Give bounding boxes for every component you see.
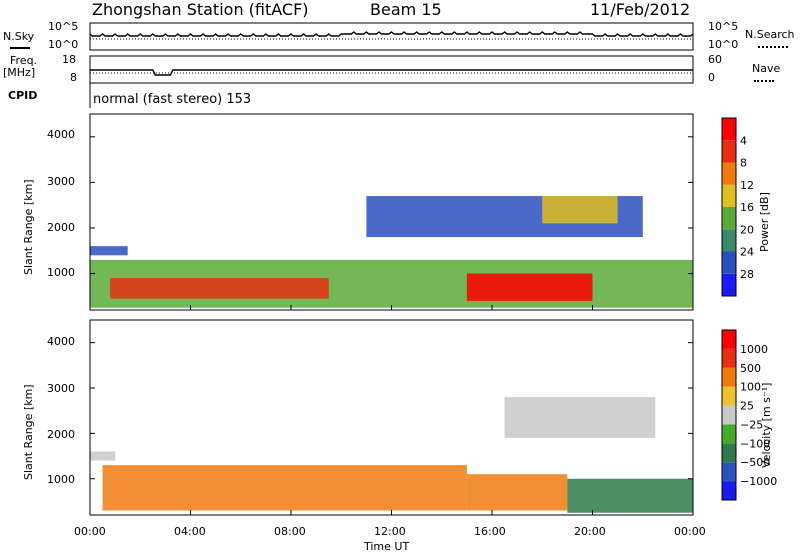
- velocity-colorbar-cell-7: [722, 348, 736, 368]
- velocity-colorbar-cell-5: [722, 386, 736, 406]
- power-colorbar-cell-1: [722, 251, 736, 274]
- nsearch-label: N.Search: [745, 28, 795, 41]
- velocity-ytick-3000: 3000: [47, 382, 75, 395]
- velocity-ytick-4000: 4000: [47, 335, 75, 348]
- nsky-trace: [89, 31, 694, 37]
- velocity-colorbar-cell-1: [722, 462, 736, 482]
- power-region-2: [466, 273, 593, 301]
- power-colorbar-cell-2: [722, 229, 736, 252]
- power-colorbar-cell-5: [722, 162, 736, 185]
- beam-label: Beam 15: [370, 0, 442, 19]
- nave-tick-bottom: 0: [708, 71, 715, 84]
- power-region-3: [90, 246, 128, 256]
- noise-tick-bottom-left: 10^0: [48, 38, 79, 51]
- power-ytick-2000: 2000: [47, 221, 75, 234]
- power-colorbar-cell-3: [722, 207, 736, 230]
- velocity-colorbar-cell-8: [722, 330, 736, 349]
- power-colorbar-tick-0: 28: [740, 268, 754, 281]
- velocity-region-0: [102, 465, 467, 511]
- nave-tick-top: 60: [708, 53, 722, 66]
- power-region-1: [110, 278, 329, 299]
- nsearch-legend-line: [758, 46, 788, 48]
- power-colorbar-tick-5: 8: [740, 157, 747, 170]
- power-colorbar-cell-7: [722, 118, 736, 141]
- power-ytick-4000: 4000: [47, 128, 75, 141]
- velocity-region-2: [567, 478, 693, 513]
- power-colorbar-cell-0: [722, 273, 736, 296]
- power-ytick-1000: 1000: [47, 266, 75, 279]
- freq-trace: [90, 69, 693, 76]
- velocity-colorbar-tick-6: 500: [740, 362, 761, 375]
- nsky-legend-line: [10, 47, 30, 49]
- xtick-1: 04:00: [174, 525, 206, 538]
- velocity-colorbar-cell-3: [722, 424, 736, 444]
- xtick-2: 08:00: [274, 525, 306, 538]
- noise-tick-top-left: 10^5: [48, 20, 79, 33]
- velocity-colorbar-tick-1: −500: [740, 456, 770, 469]
- freq-tick-top: 18: [62, 53, 76, 66]
- power-colorbar-tick-4: 12: [740, 179, 754, 192]
- velocity-colorbar-cell-2: [722, 443, 736, 463]
- noise-tick-top-right: 10^5: [708, 20, 739, 33]
- velocity-colorbar-tick-4: 25: [740, 400, 754, 413]
- cpid-value: normal (fast stereo) 153: [93, 92, 252, 107]
- power-ytick-3000: 3000: [47, 175, 75, 188]
- nave-label: Nave: [752, 62, 781, 75]
- velocity-colorbar-tick-3: −25: [740, 418, 763, 431]
- power-region-5: [542, 196, 618, 224]
- velocity-colorbar-frame: [721, 329, 737, 501]
- velocity-colorbar-tick-0: −1000: [740, 475, 777, 488]
- power-colorbar-tick-6: 4: [740, 134, 747, 147]
- xtick-6: 00:00: [674, 525, 706, 538]
- nave-legend-line: [754, 80, 774, 82]
- xtick-3: 12:00: [374, 525, 406, 538]
- freq-unit: [MHz]: [3, 66, 36, 79]
- power-colorbar-cell-4: [722, 184, 736, 207]
- station-title: Zhongshan Station (fitACF): [92, 0, 309, 19]
- power-colorbar-cell-6: [722, 140, 736, 163]
- velocity-colorbar-cell-0: [722, 481, 736, 500]
- velocity-colorbar-cell-4: [722, 405, 736, 425]
- xtick-5: 20:00: [574, 525, 606, 538]
- cpid-label: CPID: [8, 89, 38, 102]
- velocity-region-3: [504, 397, 656, 438]
- power-colorbar-frame: [721, 117, 737, 297]
- velocity-colorbar-tick-2: −100: [740, 437, 770, 450]
- power-colorbar-tick-3: 16: [740, 201, 754, 214]
- nsky-label: N.Sky: [3, 30, 35, 43]
- velocity-region-1: [466, 474, 568, 511]
- freq-label: Freq.: [10, 54, 38, 67]
- velocity-colorbar-tick-7: 1000: [740, 343, 768, 356]
- velocity-ytick-1000: 1000: [47, 473, 75, 486]
- velocity-region-4: [90, 451, 116, 461]
- noise-tick-bottom-right: 10^0: [708, 38, 739, 51]
- power-colorbar-tick-2: 20: [740, 223, 754, 236]
- power-colorbar-tick-1: 24: [740, 246, 754, 259]
- noise-strip-frame: [89, 22, 694, 51]
- velocity-colorbar-cell-6: [722, 367, 736, 387]
- velocity-ytick-2000: 2000: [47, 428, 75, 441]
- freq-tick-bottom: 8: [70, 71, 77, 84]
- xtick-4: 16:00: [474, 525, 506, 538]
- velocity-colorbar-tick-5: 100: [740, 381, 761, 394]
- xlabel: Time UT: [364, 540, 410, 553]
- xtick-0: 00:00: [74, 525, 106, 538]
- date-label: 11/Feb/2012: [590, 0, 691, 19]
